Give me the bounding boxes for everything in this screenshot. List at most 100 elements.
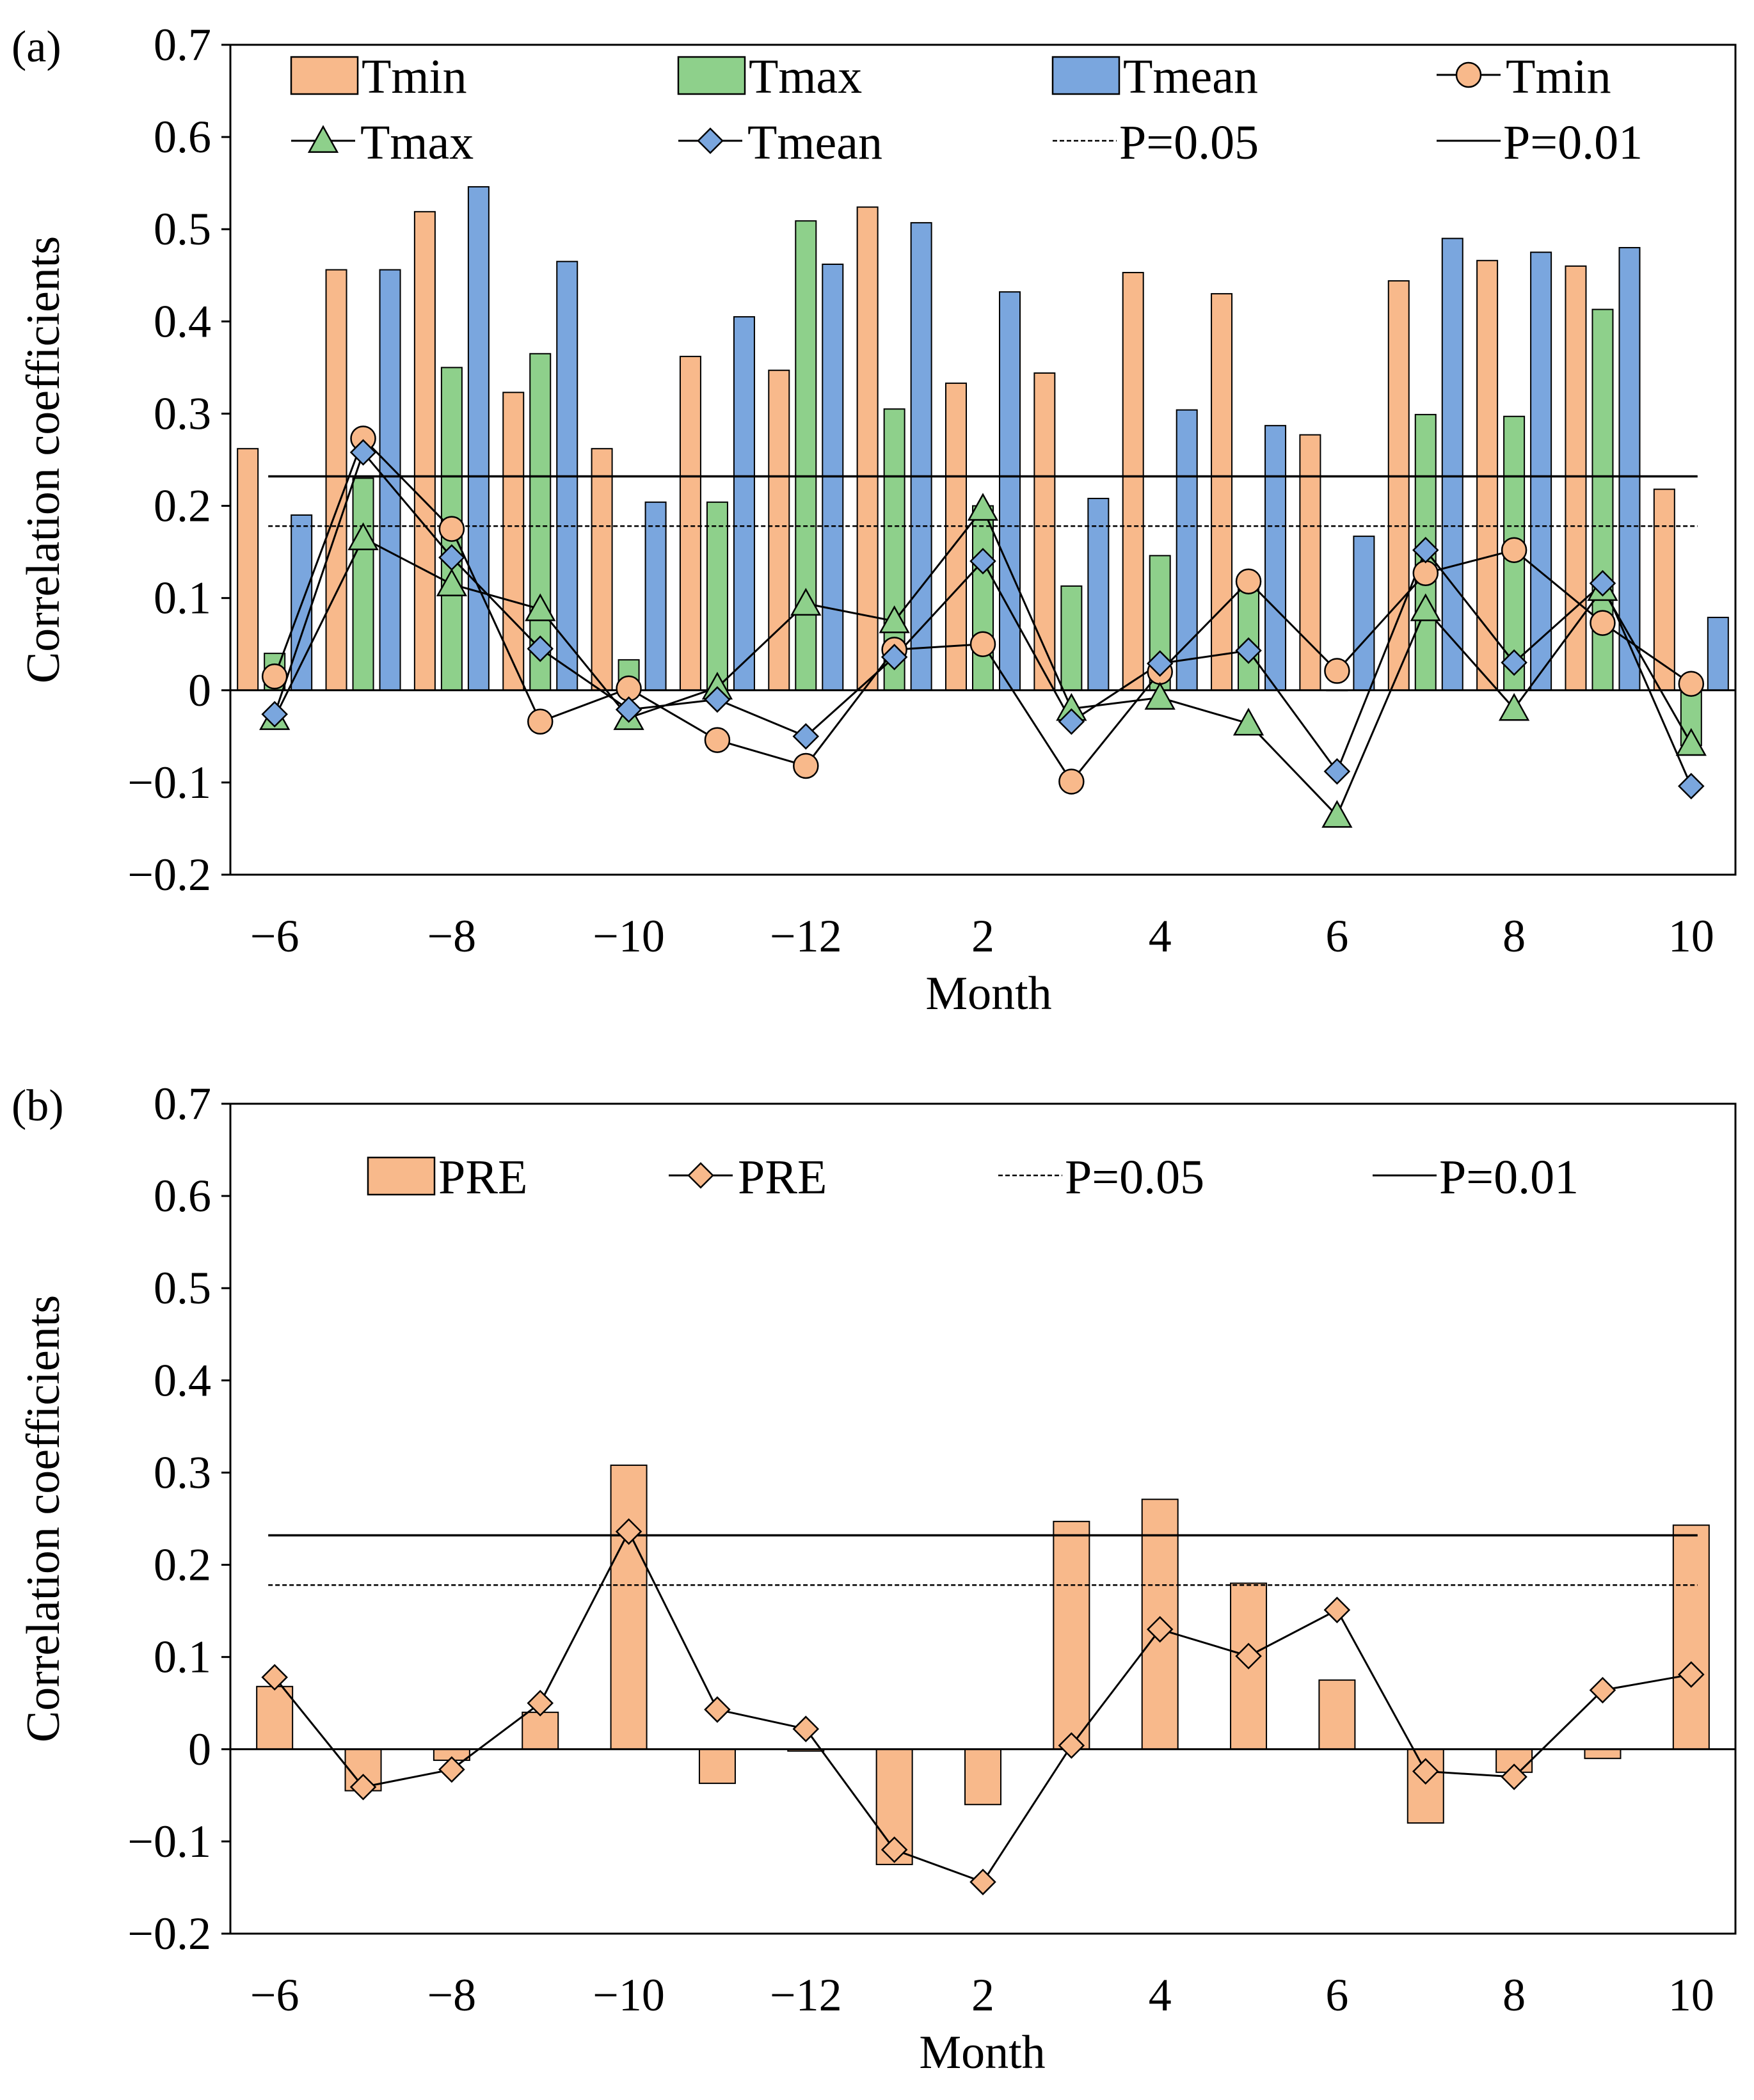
bar-tmin-1: [325, 269, 347, 691]
point-pre-diamond-2: [438, 1756, 465, 1783]
y-tick-label: 0.4: [154, 1355, 211, 1406]
bar-tmean-11: [1264, 425, 1287, 691]
point-pre-diamond-7: [881, 1836, 908, 1863]
bar-tmin-6: [768, 369, 790, 691]
legend-label: Tmean: [747, 116, 882, 170]
bar-tmean-13: [1441, 237, 1463, 691]
bar-tmin-7: [856, 206, 879, 691]
legend-label: P=0.01: [1439, 1150, 1579, 1204]
bar-tmin-11: [1211, 293, 1233, 691]
bar-tmin-3: [502, 392, 525, 691]
point-tmean-diamond-8: [969, 548, 996, 575]
x-tick-label: −12: [770, 911, 842, 962]
point-tmax-triangle-11: [1232, 708, 1264, 736]
point-tmin-circle-15: [1590, 610, 1616, 636]
point-tmin-circle-3: [527, 708, 554, 735]
line-pre-diamond: [274, 1529, 1692, 1884]
bar-pre-0: [256, 1685, 294, 1750]
bar-tmean-1: [379, 269, 401, 691]
chart-panel-b: 0.7 0.6 0.5 0.4 0.3 0.2 0.1 0 −0.1 −0.2 −6 −8 −10 −12…: [12, 1078, 1737, 2079]
point-pre-diamond-16: [1678, 1661, 1705, 1688]
y-tick-label: 0.5: [154, 1262, 211, 1314]
bar-tmean-7: [910, 222, 932, 691]
bar-tmax-1: [352, 477, 374, 691]
y-tick-label: 0.7: [154, 1078, 211, 1129]
legend-swatch-bar: [1051, 56, 1120, 95]
legend-label: P=0.05: [1119, 116, 1259, 170]
legend-label: Tmin: [1506, 50, 1611, 104]
plot-frame: [229, 1102, 1737, 1935]
y-tick-label: 0.2: [154, 1539, 211, 1591]
point-tmax-triangle-8: [967, 493, 999, 521]
point-tmax-triangle-3: [525, 593, 556, 621]
x-tick-label: 2: [971, 911, 994, 962]
bar-tmax-6: [795, 220, 817, 691]
x-tick-label: −12: [770, 1969, 842, 2021]
x-tick-label: 8: [1503, 1969, 1526, 2021]
point-tmean-diamond-0: [261, 701, 288, 728]
point-tmax-triangle-14: [1498, 693, 1530, 721]
x-tick-label: 10: [1668, 1969, 1714, 2021]
x-tick-label: 2: [971, 1969, 994, 2021]
y-tick-label: 0.3: [154, 1447, 211, 1498]
point-pre-diamond-11: [1235, 1643, 1262, 1669]
point-tmean-diamond-12: [1323, 758, 1351, 785]
x-tick-label: 4: [1149, 911, 1172, 962]
bar-pre-9: [1053, 1520, 1090, 1750]
bar-tmin-5: [679, 356, 701, 691]
point-tmin-circle-14: [1501, 537, 1527, 563]
bar-tmean-12: [1353, 536, 1375, 691]
bar-pre-15: [1584, 1748, 1622, 1760]
point-tmax-triangle-6: [790, 587, 822, 616]
bar-pre-4: [610, 1464, 648, 1750]
legend-marker: [697, 127, 724, 154]
point-tmax-triangle-12: [1321, 800, 1353, 828]
point-pre-diamond-3: [527, 1689, 554, 1717]
bar-tmin-9: [1033, 372, 1056, 691]
point-pre-diamond-13: [1412, 1758, 1439, 1785]
point-tmax-triangle-13: [1410, 593, 1441, 621]
point-pre-diamond-4: [615, 1518, 642, 1545]
legend-label: Tmax: [360, 116, 474, 170]
legend: Tmin Tmax Tmean Tmin Tmax Tmean P=0.05 P=0.01: [290, 50, 1643, 170]
bar-tmean-10: [1176, 409, 1198, 691]
legend-marker: [307, 125, 339, 153]
point-tmax-triangle-7: [879, 605, 910, 633]
y-tick-label: 0.5: [154, 203, 211, 255]
point-tmin-circle-11: [1235, 568, 1262, 594]
panel-label: (b): [12, 1081, 64, 1131]
y-tick-label: 0.6: [154, 1170, 211, 1221]
point-tmean-diamond-6: [792, 723, 820, 750]
legend-label: Tmin: [362, 50, 467, 104]
bar-tmax-5: [706, 501, 728, 691]
legend-label: PRE: [438, 1150, 527, 1204]
y-tick-label: 0: [188, 665, 211, 716]
x-tick-label: −10: [593, 1969, 665, 2021]
legend-label: P=0.05: [1065, 1150, 1204, 1204]
point-tmean-diamond-13: [1412, 536, 1439, 564]
point-pre-diamond-8: [969, 1868, 996, 1896]
point-tmean-diamond-4: [615, 696, 642, 723]
point-tmean-diamond-7: [881, 644, 908, 671]
x-tick-label: 8: [1503, 911, 1526, 962]
point-tmin-circle-9: [1058, 768, 1085, 795]
legend-swatch-bar: [290, 56, 359, 95]
point-tmean-diamond-5: [704, 686, 731, 713]
bar-tmin-4: [591, 448, 613, 691]
x-tick-label: 6: [1325, 1969, 1348, 2021]
y-tick-label: 0.3: [154, 388, 211, 439]
x-axis-title: Month: [919, 2026, 1045, 2079]
point-tmin-circle-6: [793, 752, 819, 779]
point-pre-diamond-6: [792, 1715, 820, 1742]
bar-tmean-9: [1087, 498, 1110, 691]
legend-label: Tmax: [749, 50, 862, 104]
y-tick-label: 0.2: [154, 481, 211, 532]
bar-tmin-10: [1122, 271, 1144, 691]
legend-label: PRE: [738, 1150, 827, 1204]
point-pre-diamond-0: [261, 1664, 288, 1691]
bar-tmin-13: [1387, 280, 1410, 691]
point-tmean-diamond-10: [1146, 650, 1174, 677]
point-pre-diamond-1: [349, 1774, 377, 1801]
point-tmax-triangle-2: [436, 568, 468, 596]
point-tmax-triangle-16: [1675, 728, 1707, 756]
